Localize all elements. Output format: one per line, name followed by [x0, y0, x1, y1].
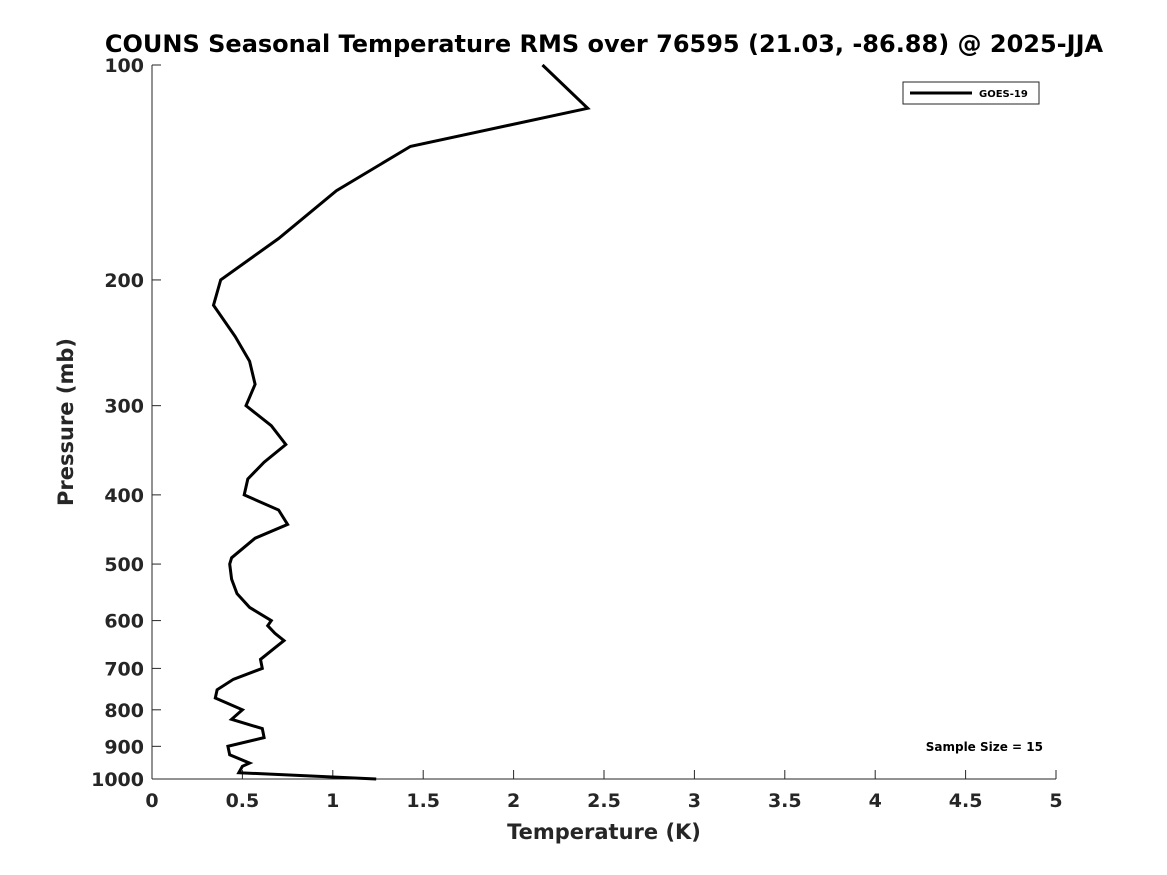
sample-size-annotation: Sample Size = 15: [926, 740, 1043, 754]
plot-background: [152, 65, 1056, 779]
x-tick-label: 2.5: [587, 790, 621, 812]
legend: GOES-19: [902, 81, 1040, 105]
x-tick-label: 0: [145, 790, 158, 812]
x-tick-label: 3.5: [768, 790, 802, 812]
chart-title: COUNS Seasonal Temperature RMS over 7659…: [105, 30, 1104, 58]
x-tick-label: 1: [326, 790, 339, 812]
y-tick-label: 200: [104, 270, 144, 292]
x-axis-label: Temperature (K): [507, 820, 701, 844]
y-tick-label: 100: [104, 55, 144, 77]
y-tick-label: 700: [104, 658, 144, 680]
x-axis-ticks: 0 0.5 1 1.5 2 2.5 3 3.5 4 4.5 5: [145, 770, 1063, 812]
legend-entry-goes-19: GOES-19: [979, 89, 1028, 100]
y-tick-label: 800: [104, 700, 144, 722]
plot-area: [151, 65, 1056, 780]
series-layer: [211, 63, 591, 781]
y-tick-label: 500: [104, 554, 144, 576]
y-tick-label: 600: [104, 611, 144, 633]
y-tick-label: 1000: [91, 769, 144, 791]
y-axis-ticks: 100 200 300 400 500 600 700 800 900 1000: [91, 55, 161, 791]
y-tick-label: 400: [104, 485, 144, 507]
y-tick-label: 900: [104, 736, 144, 758]
y-tick-label: 300: [104, 396, 144, 418]
x-tick-label: 5: [1049, 790, 1062, 812]
series-line-goes-19: [211, 63, 591, 781]
x-tick-label: 4: [869, 790, 882, 812]
x-tick-label: 3: [688, 790, 701, 812]
x-tick-label: 4.5: [949, 790, 983, 812]
x-tick-label: 1.5: [406, 790, 440, 812]
x-tick-label: 2: [507, 790, 520, 812]
y-axis-label: Pressure (mb): [54, 338, 78, 506]
x-tick-label: 0.5: [226, 790, 260, 812]
